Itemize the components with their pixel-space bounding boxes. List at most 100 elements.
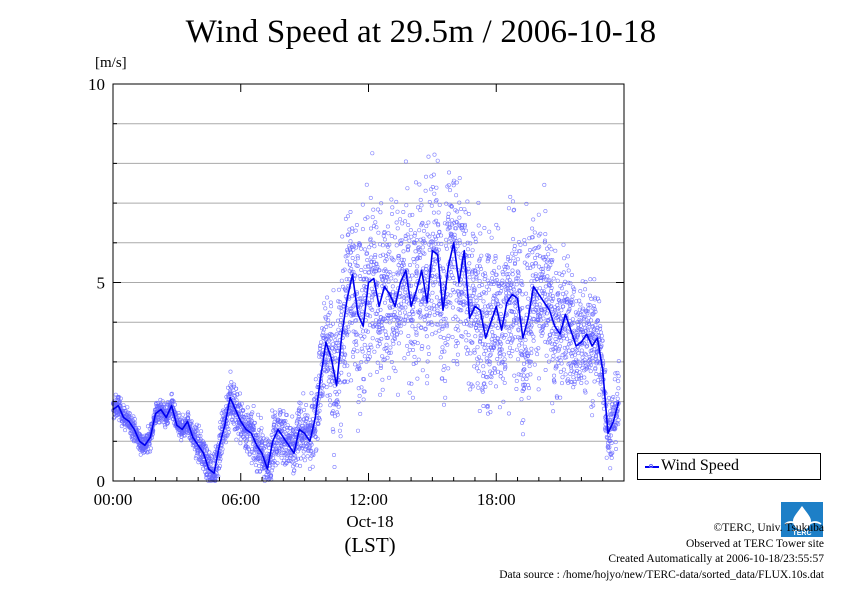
sample-point (461, 321, 466, 326)
sample-point (476, 223, 481, 228)
sample-point (250, 418, 255, 423)
sample-point (496, 301, 501, 306)
sample-point (360, 202, 365, 207)
sample-point (338, 380, 343, 385)
sample-point (301, 439, 306, 444)
sample-point (157, 416, 162, 421)
sample-point (457, 215, 462, 220)
sample-point (567, 307, 572, 312)
sample-point (330, 321, 335, 326)
sample-point (552, 378, 557, 383)
sample-point (599, 333, 604, 338)
sample-point (327, 310, 332, 315)
sample-point (573, 371, 578, 376)
sample-point (433, 330, 438, 335)
y-tick-label: 0 (97, 472, 106, 491)
sample-point (421, 250, 426, 255)
sample-point (417, 228, 422, 233)
sample-point (360, 329, 365, 334)
sample-point (391, 272, 396, 277)
sample-point (358, 333, 363, 338)
sample-point (499, 285, 504, 290)
sample-point (335, 318, 340, 323)
sample-point (403, 159, 408, 164)
sample-point (558, 369, 563, 374)
sample-point (616, 401, 621, 406)
sample-point (462, 242, 467, 247)
sample-point (410, 347, 415, 352)
sample-point (507, 345, 512, 350)
sample-point (454, 180, 459, 185)
sample-point (429, 320, 434, 325)
sample-point (356, 386, 361, 391)
sample-point (358, 242, 363, 247)
sample-point (165, 421, 170, 426)
sample-point (487, 310, 492, 315)
sample-point (320, 393, 325, 398)
sample-point (394, 199, 399, 204)
sample-point (418, 315, 423, 320)
sample-point (463, 210, 468, 215)
sample-point (384, 257, 389, 262)
sample-point (465, 199, 470, 204)
sample-point (345, 379, 350, 384)
sample-point (616, 379, 621, 384)
sample-point (433, 241, 438, 246)
sample-point (490, 299, 495, 304)
sample-point (446, 183, 451, 188)
sample-point (494, 222, 499, 227)
sample-point (391, 317, 396, 322)
sample-point (355, 367, 360, 372)
sample-point (407, 390, 412, 395)
sample-point (475, 345, 480, 350)
sample-point (471, 301, 476, 306)
sample-point (429, 203, 434, 208)
sample-point (325, 321, 330, 326)
sample-point (328, 300, 333, 305)
sample-point (216, 474, 221, 479)
sample-point (186, 412, 191, 417)
sample-point (528, 359, 533, 364)
sample-point (350, 255, 355, 260)
sample-point (580, 308, 585, 313)
sample-point (467, 261, 472, 266)
sample-point (545, 340, 550, 345)
legend-point-swatch (649, 464, 653, 468)
sample-point (520, 292, 525, 297)
sample-point (512, 373, 517, 378)
sample-point (399, 241, 404, 246)
sample-point (502, 380, 507, 385)
sample-point (446, 211, 451, 216)
sample-point (368, 195, 373, 200)
sample-point (485, 403, 490, 408)
sample-point (559, 361, 564, 366)
sample-point (527, 359, 532, 364)
sample-point (400, 305, 405, 310)
sample-point (516, 372, 521, 377)
sample-point (490, 279, 495, 284)
sample-point (545, 257, 550, 262)
sample-point (430, 290, 435, 295)
sample-point (351, 354, 356, 359)
sample-point (180, 412, 185, 417)
sample-point (440, 326, 445, 331)
sample-point (512, 244, 517, 249)
sample-point (396, 324, 401, 329)
series-line (112, 242, 620, 474)
sample-point (506, 206, 511, 211)
sample-point (441, 317, 446, 322)
sample-point (519, 397, 524, 402)
sample-point (411, 361, 416, 366)
sample-point (447, 240, 452, 245)
sample-point (229, 391, 234, 396)
sample-point (142, 433, 147, 438)
sample-point (374, 369, 379, 374)
sample-point (558, 395, 563, 400)
sample-point (570, 302, 575, 307)
sample-point (549, 328, 554, 333)
sample-point (256, 412, 261, 417)
sample-point (267, 446, 272, 451)
sample-point (381, 268, 386, 273)
sample-point (450, 335, 455, 340)
sample-point (531, 217, 536, 222)
